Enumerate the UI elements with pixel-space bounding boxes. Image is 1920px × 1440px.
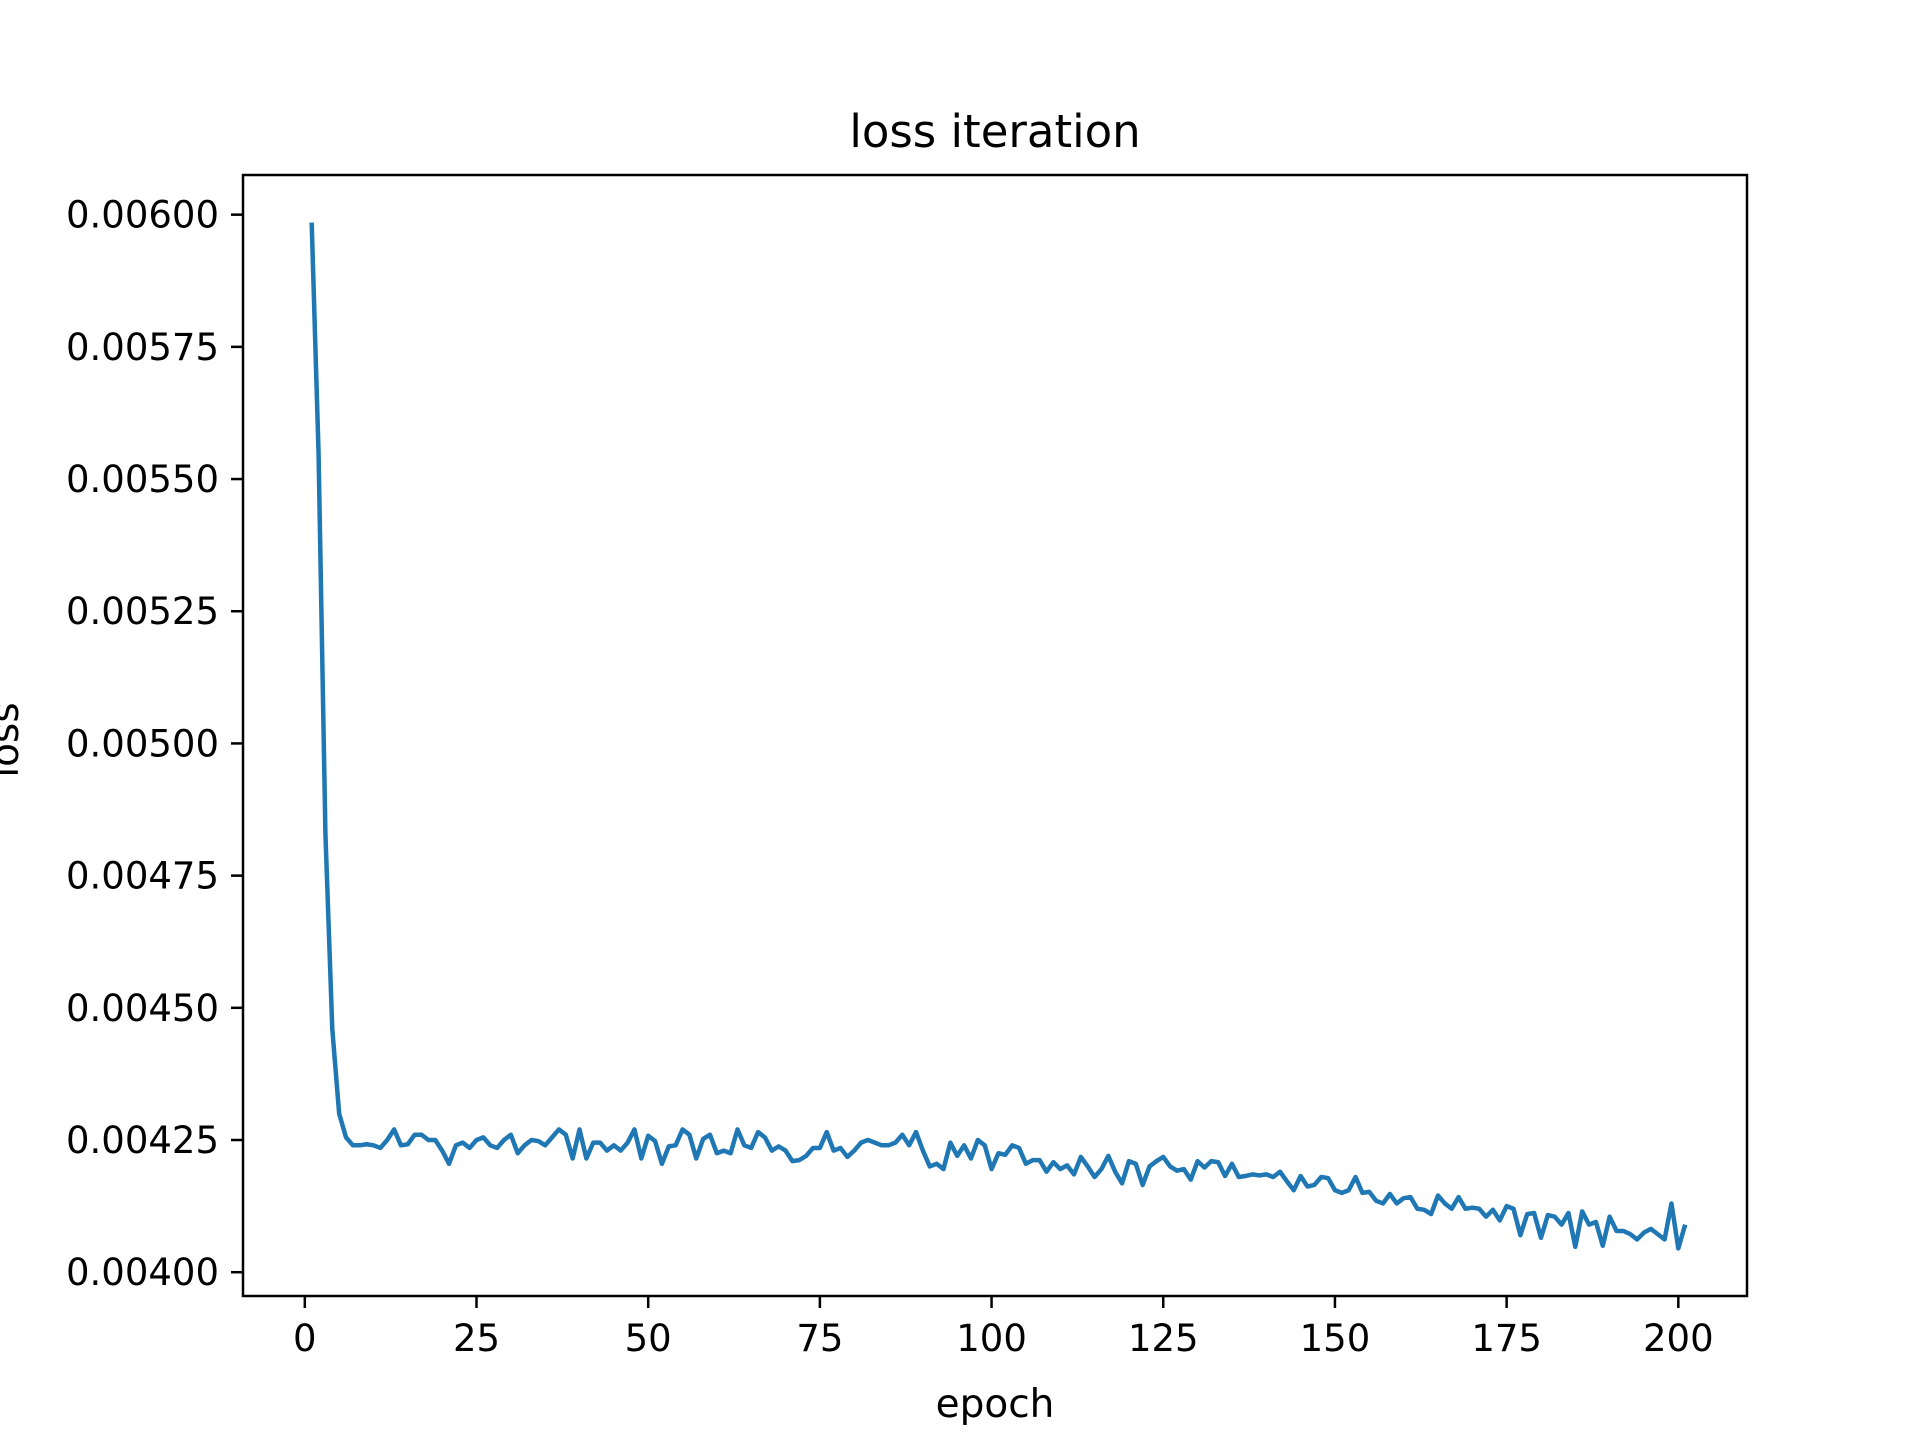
x-tick-label: 50 [625,1317,672,1360]
x-tick-label: 175 [1471,1317,1542,1360]
y-tick-label: 0.00550 [66,458,219,501]
x-tick-label: 0 [293,1317,317,1360]
x-tick-label: 150 [1300,1317,1371,1360]
y-tick-label: 0.00475 [66,855,219,898]
x-tick-label: 125 [1128,1317,1199,1360]
x-axis: 0 25 50 75 100 125 150 175 200 [293,1296,1714,1360]
chart-title: loss iteration [849,105,1140,158]
x-axis-label: epoch [936,1382,1055,1427]
y-axis-label: loss [0,702,28,777]
y-tick-label: 0.00400 [66,1251,219,1294]
x-tick-label: 75 [796,1317,843,1360]
y-tick-label: 0.00575 [66,326,219,369]
y-tick-label: 0.00525 [66,590,219,633]
x-tick-label: 25 [453,1317,500,1360]
y-tick-label: 0.00425 [66,1119,219,1162]
plot-area-frame [241,173,1749,1298]
y-tick-label: 0.00450 [66,987,219,1030]
y-tick-label: 0.00500 [66,722,219,765]
loss-series-line [309,222,1688,1251]
x-tick-label: 200 [1643,1317,1714,1360]
x-tick-label: 100 [956,1317,1027,1360]
y-axis: 0.00400 0.00425 0.00450 0.00475 0.00500 0.005… [66,194,243,1294]
y-tick-label: 0.00600 [66,194,219,237]
